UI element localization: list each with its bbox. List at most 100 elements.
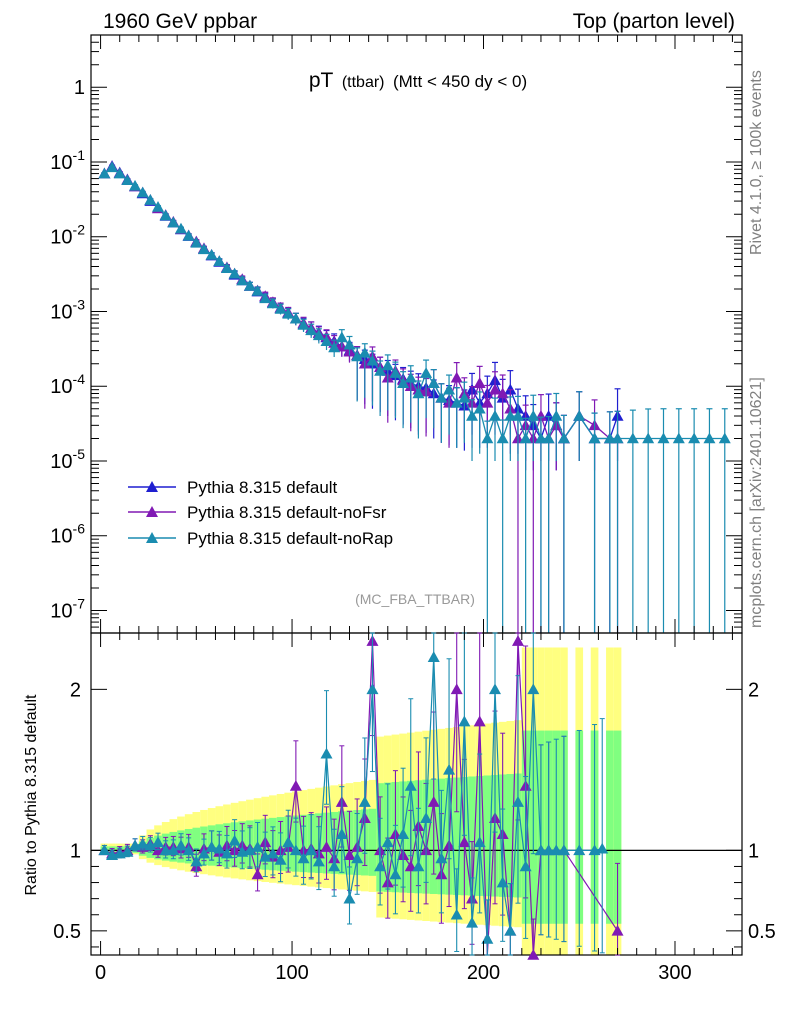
legend-marker-norap — [146, 532, 158, 543]
band-green — [192, 827, 201, 865]
ratio-point — [328, 860, 341, 872]
y-tick-label: 10-4 — [50, 371, 85, 398]
data-point — [458, 391, 471, 403]
ratio-point — [427, 796, 440, 807]
ratio-point — [427, 651, 440, 662]
data-point — [404, 371, 417, 383]
series-noRap — [98, 161, 731, 633]
data-point — [519, 432, 532, 444]
y-tick-label: 10-6 — [50, 521, 85, 548]
x-tick-label: 0 — [95, 962, 106, 984]
data-point — [297, 318, 310, 330]
ratio-point — [320, 841, 333, 852]
legend-marker-nofsr — [146, 506, 158, 517]
ratio-point — [289, 779, 302, 791]
data-point — [259, 292, 272, 304]
ratio-point — [312, 855, 325, 867]
data-point — [435, 391, 448, 403]
ratio-point — [450, 683, 463, 695]
data-point — [626, 432, 639, 444]
data-point — [588, 432, 601, 444]
legend-item-norap: Pythia 8.315 default-noRap — [128, 529, 393, 548]
ratio-point — [389, 868, 402, 880]
ratio-point — [611, 924, 624, 936]
ratio-point — [473, 836, 486, 848]
data-point — [351, 350, 364, 362]
ratio-point — [466, 916, 479, 928]
data-point — [557, 432, 570, 444]
data-point — [213, 255, 226, 267]
plot-title: pT (ttbar) (Mtt < 450 dy < 0) — [309, 69, 527, 92]
data-point — [412, 387, 425, 399]
ratio-point — [266, 847, 279, 859]
data-point — [144, 194, 157, 205]
data-point — [504, 409, 517, 421]
y-tick-label: 1 — [74, 77, 85, 99]
title-main: pT — [309, 69, 334, 92]
ratio-point — [182, 844, 195, 856]
ratio-point — [251, 868, 264, 880]
data-point — [289, 312, 302, 324]
data-point — [197, 243, 210, 255]
ratio-y-tick-label: 0.5 — [53, 921, 81, 943]
data-point — [420, 367, 433, 378]
y-tick-label: 10-2 — [50, 222, 85, 249]
ratio-point — [259, 850, 272, 862]
data-point — [312, 329, 325, 341]
ratio-point — [190, 855, 203, 867]
ratio-point — [167, 844, 180, 856]
ratio-point — [174, 839, 187, 851]
data-point — [397, 377, 410, 388]
ratio-point — [473, 715, 486, 727]
ratio-point — [159, 844, 172, 856]
ratio-point — [443, 763, 456, 775]
data-point — [672, 432, 685, 444]
x-tick-label: 100 — [275, 962, 308, 984]
legend-marker-default — [146, 481, 158, 492]
main-panel: 1 10-1 10-2 10-3 10-4 10-5 10-6 10-7 — [50, 34, 743, 634]
title-sub: (ttbar) — [342, 74, 385, 91]
header-left: 1960 GeV ppbar — [103, 10, 257, 33]
rivet-label: Rivet 4.1.0, ≥ 100k events — [748, 70, 765, 255]
ratio-point — [519, 860, 532, 872]
header-right: Top (parton level) — [573, 10, 735, 33]
main-y-ticks — [91, 34, 742, 634]
ratio-point — [251, 841, 264, 852]
ratio-point — [144, 839, 157, 851]
ratio-y-tick-labels: 0.5 0.5 1 1 2 2 — [53, 679, 776, 943]
data-point — [381, 359, 394, 371]
ratio-point — [458, 715, 471, 727]
ratio-point — [343, 892, 356, 904]
data-point — [481, 396, 494, 408]
data-point — [642, 432, 655, 444]
band-green — [483, 775, 492, 897]
data-point — [136, 186, 149, 198]
data-point — [611, 432, 624, 444]
ratio-point — [220, 847, 233, 859]
ratio-point — [274, 854, 287, 865]
data-point — [228, 267, 241, 279]
data-point — [443, 383, 456, 395]
data-point — [657, 432, 670, 444]
ratio-point — [320, 747, 333, 759]
data-point — [274, 302, 287, 314]
data-point — [473, 402, 486, 414]
legend: Pythia 8.315 default Pythia 8.315 defaul… — [128, 478, 393, 548]
data-point — [511, 409, 524, 421]
data-point — [236, 274, 249, 286]
band-green — [468, 776, 476, 896]
ratio-point — [282, 836, 295, 848]
data-point — [542, 432, 555, 444]
data-point — [450, 396, 463, 408]
data-point — [282, 307, 295, 319]
data-point — [113, 167, 126, 179]
ratio-point — [573, 844, 586, 856]
ratio-point — [243, 844, 256, 856]
legend-label-nofsr: Pythia 8.315 default-noFsr — [187, 503, 387, 522]
data-point — [389, 367, 402, 378]
ratio-point — [420, 812, 433, 823]
data-point — [243, 279, 256, 291]
ratio-point — [374, 860, 387, 872]
ratio-point — [205, 841, 218, 852]
